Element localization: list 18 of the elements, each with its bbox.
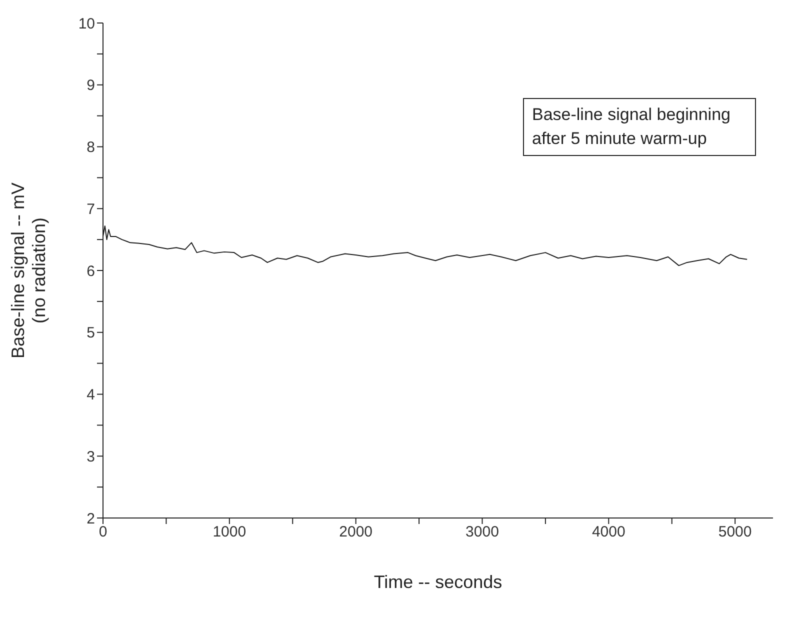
y-tick-label: 4 bbox=[86, 386, 95, 404]
x-tick-label: 1000 bbox=[212, 524, 246, 541]
y-tick-label: 10 bbox=[78, 15, 95, 32]
x-tick-label: 4000 bbox=[592, 524, 626, 541]
y-tick-label: 8 bbox=[86, 139, 95, 156]
x-tick-label: 5000 bbox=[718, 524, 752, 541]
y-tick-label: 5 bbox=[86, 324, 95, 342]
y-tick-label: 7 bbox=[86, 200, 95, 218]
y-axis-title: Base-line signal -- mV (no radiation) bbox=[8, 182, 49, 359]
x-tick-label: 2000 bbox=[339, 524, 373, 541]
annotation: Base-line signal beginning after 5 minute warm-up bbox=[523, 98, 756, 156]
y-tick-label: 3 bbox=[86, 448, 95, 466]
x-axis-title: Time -- seconds bbox=[374, 572, 502, 592]
y-tick-label: 6 bbox=[86, 262, 95, 280]
y-tick-label: 2 bbox=[86, 510, 95, 528]
x-tick-label: 3000 bbox=[466, 524, 499, 541]
y-tick-label: 9 bbox=[86, 77, 95, 94]
x-tick-label: 0 bbox=[98, 524, 108, 541]
